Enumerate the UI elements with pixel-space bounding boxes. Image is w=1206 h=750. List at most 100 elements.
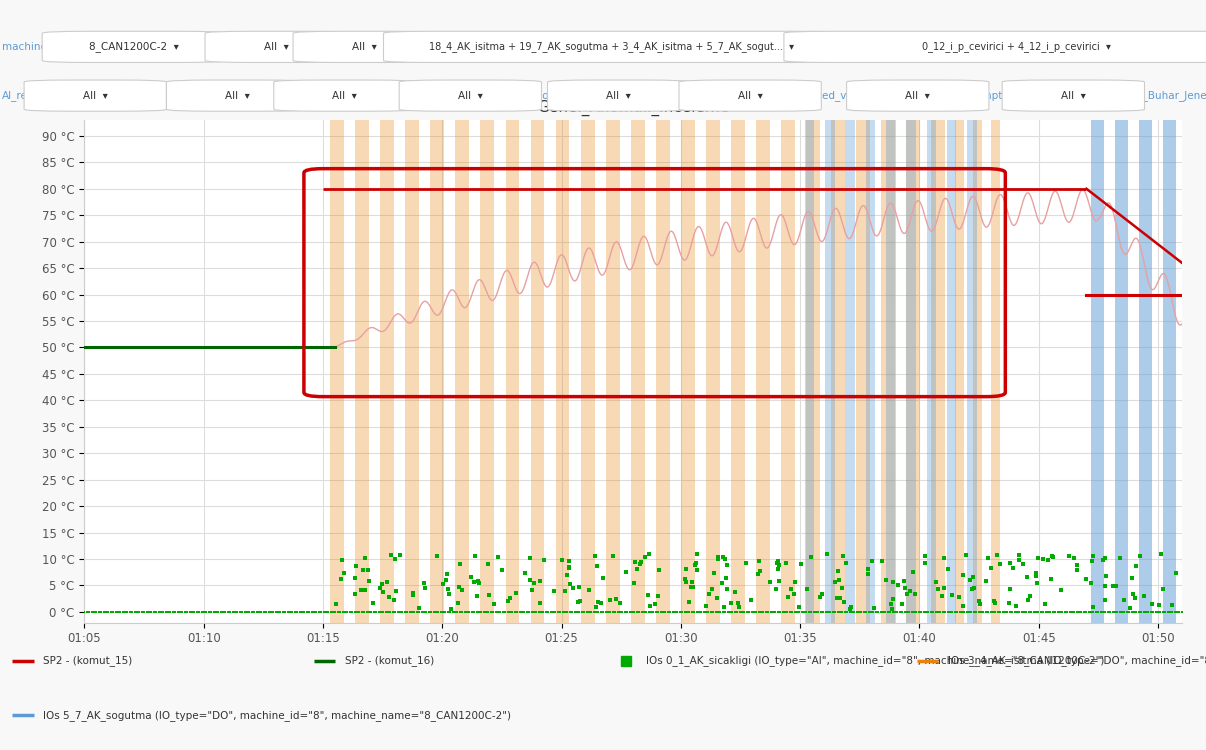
Point bbox=[1095, 580, 1114, 592]
Point bbox=[1000, 606, 1019, 618]
Point bbox=[579, 606, 598, 618]
Point bbox=[876, 574, 895, 586]
Point bbox=[206, 606, 226, 618]
Bar bbox=[955, 120, 965, 622]
Point bbox=[362, 606, 381, 618]
Point bbox=[718, 584, 737, 596]
Point bbox=[499, 595, 519, 607]
Point bbox=[962, 606, 982, 618]
Point bbox=[876, 606, 895, 618]
Point bbox=[384, 594, 403, 606]
Point bbox=[338, 606, 357, 618]
Point bbox=[1096, 570, 1116, 582]
Point bbox=[632, 556, 651, 568]
Point bbox=[216, 606, 235, 618]
Point bbox=[89, 606, 109, 618]
Point bbox=[620, 606, 639, 618]
Point bbox=[760, 576, 779, 588]
Point bbox=[423, 606, 443, 618]
Point bbox=[1017, 606, 1036, 618]
Point bbox=[532, 606, 551, 618]
Point bbox=[1038, 606, 1058, 618]
Point bbox=[282, 606, 302, 618]
Point bbox=[751, 606, 771, 618]
Point bbox=[833, 550, 853, 562]
Point bbox=[560, 562, 579, 574]
Point bbox=[1046, 606, 1065, 618]
Point bbox=[316, 606, 335, 618]
Point bbox=[687, 606, 707, 618]
Point bbox=[576, 606, 596, 618]
Point bbox=[371, 606, 391, 618]
Bar bbox=[947, 120, 956, 622]
Point bbox=[564, 606, 584, 618]
Title: Genel_Anomali_Inceleme: Genel_Anomali_Inceleme bbox=[537, 100, 730, 116]
Point bbox=[826, 606, 845, 618]
Point bbox=[993, 606, 1012, 618]
Point bbox=[892, 598, 912, 610]
Point bbox=[780, 606, 800, 618]
Point bbox=[306, 606, 326, 618]
Point bbox=[274, 606, 293, 618]
Point bbox=[687, 548, 707, 560]
Point bbox=[610, 597, 630, 609]
Point bbox=[302, 606, 321, 618]
Point bbox=[370, 583, 390, 595]
Point bbox=[323, 606, 343, 618]
Point bbox=[933, 606, 953, 618]
Point bbox=[718, 606, 737, 618]
Bar bbox=[531, 120, 544, 622]
Point bbox=[912, 606, 931, 618]
Point bbox=[698, 606, 718, 618]
Point bbox=[393, 606, 412, 618]
Point bbox=[438, 568, 457, 580]
Point bbox=[264, 606, 283, 618]
Point bbox=[713, 606, 732, 618]
Point bbox=[625, 578, 644, 590]
Point bbox=[101, 606, 121, 618]
Bar bbox=[967, 120, 977, 622]
Point bbox=[915, 557, 935, 569]
Point bbox=[683, 576, 702, 588]
Point bbox=[907, 606, 926, 618]
Point bbox=[1000, 597, 1019, 609]
Text: AI_diger: AI_diger bbox=[376, 90, 418, 101]
Point bbox=[197, 606, 216, 618]
Point bbox=[768, 562, 788, 574]
Point bbox=[1070, 606, 1089, 618]
Point bbox=[1024, 606, 1043, 618]
Point bbox=[1125, 592, 1144, 604]
Point bbox=[856, 606, 876, 618]
Text: Alarms: Alarms bbox=[187, 42, 223, 52]
Point bbox=[505, 606, 525, 618]
Point bbox=[949, 591, 968, 603]
Point bbox=[971, 606, 990, 618]
Point bbox=[816, 606, 836, 618]
Point bbox=[498, 606, 517, 618]
Point bbox=[678, 606, 697, 618]
Bar bbox=[456, 120, 469, 622]
Point bbox=[560, 556, 579, 568]
Point bbox=[788, 606, 807, 618]
Point bbox=[500, 606, 520, 618]
Point bbox=[690, 606, 709, 618]
Point bbox=[403, 590, 422, 602]
Point bbox=[464, 606, 484, 618]
Point bbox=[725, 586, 744, 598]
Point bbox=[810, 591, 830, 603]
Point bbox=[334, 568, 353, 580]
Point bbox=[814, 606, 833, 618]
Point bbox=[968, 606, 988, 618]
Point bbox=[276, 606, 295, 618]
Point bbox=[1119, 606, 1138, 618]
Point bbox=[279, 606, 298, 618]
Point bbox=[1012, 606, 1031, 618]
Point bbox=[479, 606, 498, 618]
Point bbox=[369, 606, 388, 618]
Point bbox=[468, 575, 487, 587]
Point bbox=[663, 606, 683, 618]
Point bbox=[96, 606, 116, 618]
Point bbox=[426, 606, 445, 618]
Point bbox=[500, 592, 520, 604]
Point bbox=[593, 606, 613, 618]
